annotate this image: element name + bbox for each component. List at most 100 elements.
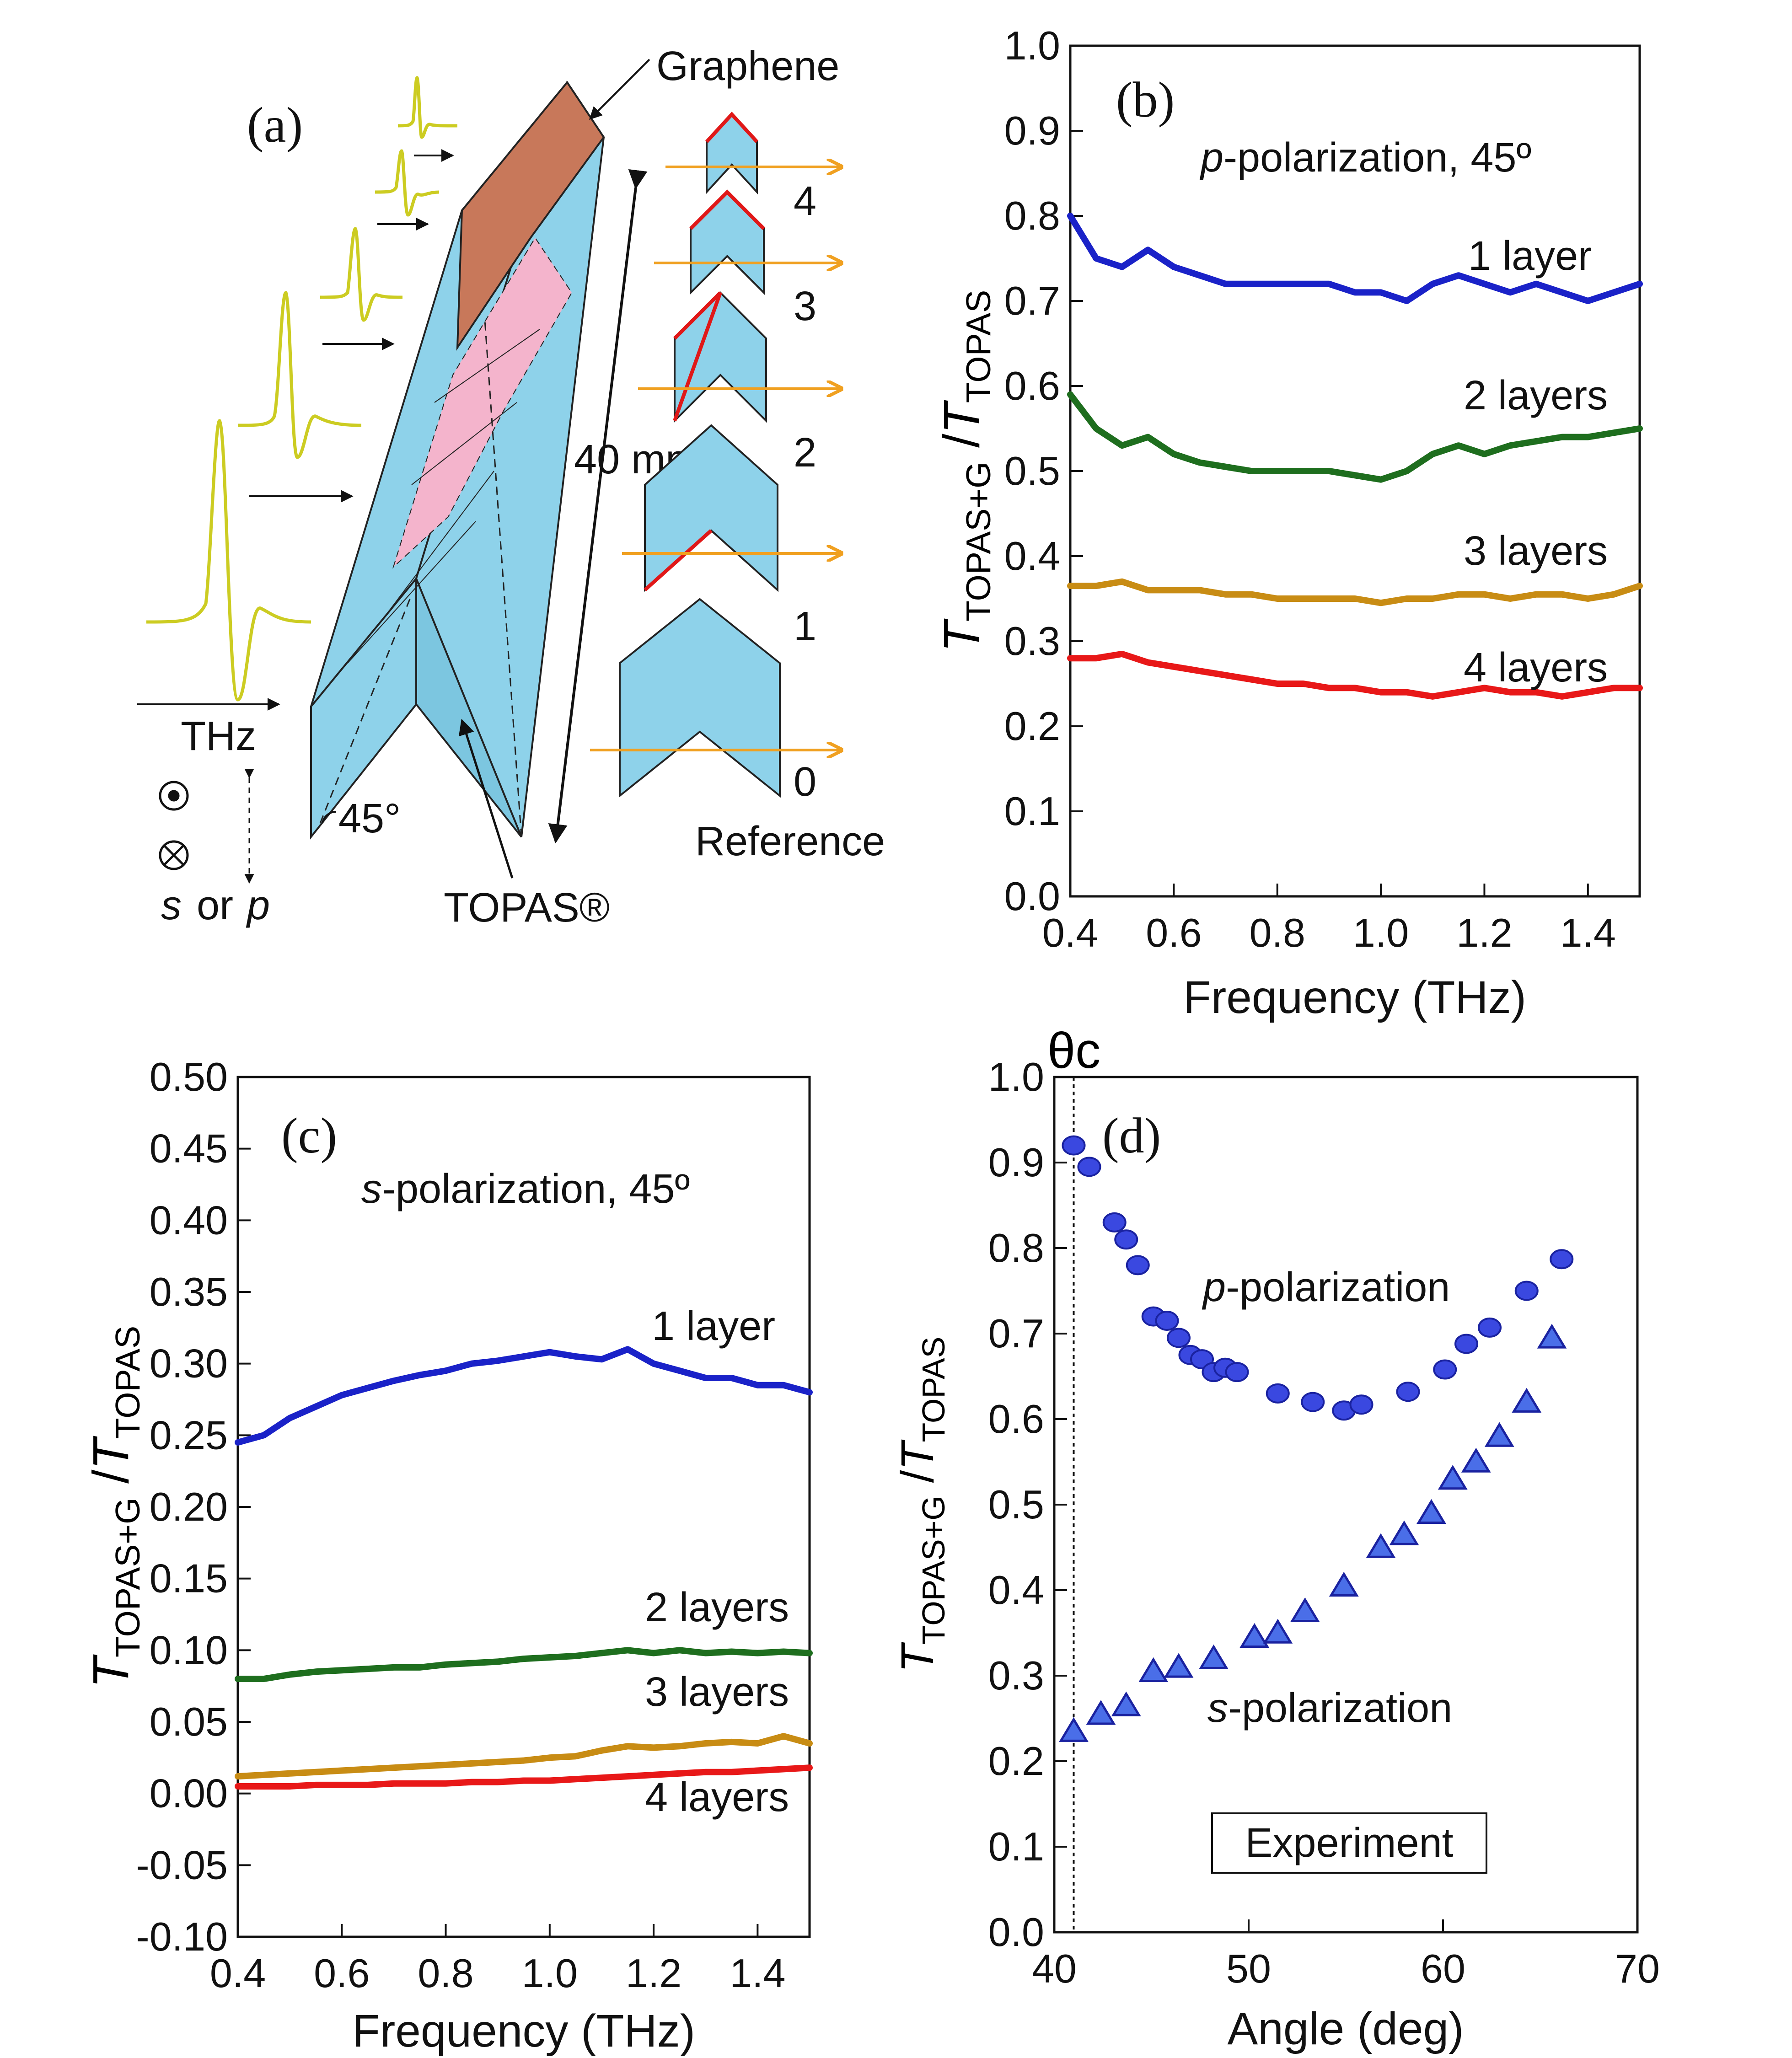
panel-b-ytick-label: 0.4	[1004, 533, 1060, 579]
layer-number-0: 0	[794, 759, 816, 805]
s-polarization-point	[1138, 1657, 1169, 1682]
reference-label: Reference	[695, 819, 885, 864]
panel-d-chart: 0.0 0.1 0.2 0.3 0.4 0.5 0.6 0.7 0.8 0.9 1.0 40 50 60 7…	[892, 1023, 1660, 2054]
panel-b-series-label-2: 2 layers	[1464, 373, 1608, 418]
panel-b-series-line-3	[1067, 578, 1643, 606]
panel-b-label: (b)	[1116, 72, 1175, 128]
panel-b-annotation: p-polarization, 45º	[1199, 135, 1531, 181]
panel-c-series-line-3	[235, 1733, 813, 1780]
panel-c-xtick-label: 1.4	[730, 1951, 785, 1996]
graphene-label: Graphene	[656, 43, 839, 89]
angle-label: 45°	[338, 796, 401, 841]
panel-b-ytick-label: 1.0	[1004, 23, 1060, 68]
panel-c-xtick-label: 0.8	[418, 1951, 473, 1996]
thz-pulses	[146, 76, 458, 702]
panel-c-label: (c)	[281, 1108, 337, 1163]
panel-d-ytick-label: 0.8	[988, 1225, 1044, 1270]
panel-b-ytick-label: 0.2	[1004, 703, 1060, 749]
panel-b-ytick-label: 0.5	[1004, 448, 1060, 493]
s-polarization-point	[1111, 1691, 1141, 1716]
panel-d-ytick-label: 0.9	[988, 1140, 1044, 1185]
panel-c-ytick-label: 0.30	[150, 1341, 228, 1386]
chevron-0	[590, 598, 842, 798]
s-polarization-point	[1512, 1388, 1542, 1413]
panel-b-ylabel: TTOPAS+G /TTOPAS	[934, 290, 998, 652]
s-polarization-point	[1290, 1597, 1320, 1623]
polarization-symbols	[159, 769, 254, 884]
panel-b-ytick-label: 0.3	[1004, 618, 1060, 664]
p-polarization-point	[1550, 1249, 1574, 1270]
panel-c-series-line-2	[235, 1647, 813, 1682]
panel-c-ytick-label: 0.15	[150, 1556, 228, 1601]
panel-c-ytick-label: 0.05	[150, 1699, 228, 1744]
panel-b-xtick-label: 0.4	[1042, 910, 1098, 955]
thz-propagation-arrows	[137, 149, 454, 711]
panel-c-ytick-label: 0.00	[150, 1771, 228, 1816]
panel-d-ytick-label: 0.6	[988, 1396, 1044, 1442]
graphene-pink-region	[392, 237, 573, 569]
layer-number-3: 3	[794, 284, 816, 329]
topas-label: TOPAS®	[444, 885, 610, 931]
s-polarization-point	[1461, 1447, 1491, 1473]
layer-number-1: 1	[794, 604, 816, 649]
panel-b-ytick-label: 0.1	[1004, 788, 1060, 834]
p-polarization-point	[1454, 1334, 1478, 1354]
s-polarization-point	[1416, 1499, 1446, 1524]
panel-c-xtick-label: 1.0	[522, 1951, 578, 1996]
p-polarization-point	[1114, 1229, 1138, 1250]
panel-b-series-line-4	[1067, 650, 1643, 700]
panel-b-series-label-4: 4 layers	[1464, 645, 1608, 691]
panel-d-ytick-label: 0.0	[988, 1909, 1044, 1955]
p-polarization-point	[1102, 1212, 1127, 1233]
panel-a-label: (a)	[247, 97, 303, 153]
panel-c-ytick-label: 0.50	[150, 1054, 228, 1099]
panel-b-ytick-label: 0.0	[1004, 874, 1060, 919]
layer-number-2: 2	[794, 430, 816, 476]
panel-d-ytick-label: 1.0	[988, 1054, 1044, 1099]
panel-b-ytick-label: 0.9	[1004, 108, 1060, 153]
p-polarization-point	[1155, 1310, 1179, 1331]
p-polarization-point	[1167, 1328, 1191, 1348]
panel-c-ytick-label: -0.05	[136, 1842, 228, 1887]
panel-c-annotation: s-polarization, 45º	[361, 1166, 690, 1212]
chevron-3	[654, 189, 842, 295]
panel-d-ytick-label: 0.5	[988, 1482, 1044, 1527]
panel-d-ytick-label: 0.1	[988, 1824, 1044, 1869]
panel-d-xtick-label: 60	[1421, 1946, 1465, 1991]
panel-a: (a) Graphene 40 mm 45° TOPAS®	[137, 43, 885, 931]
s-polarization-point	[1329, 1571, 1359, 1597]
panel-c-ylabel: TTOPAS+G /TTOPAS	[83, 1326, 147, 1688]
panel-c-ytick-label: 0.10	[150, 1627, 228, 1672]
p-polarization-point	[1062, 1135, 1086, 1156]
panel-c-ytick-label: -0.10	[136, 1914, 228, 1959]
panel-c-ytick-label: 0.35	[150, 1269, 228, 1314]
thz-label: THz	[181, 713, 256, 759]
p-polarization-point	[1077, 1157, 1101, 1177]
graphene-arrow	[589, 59, 650, 120]
panel-c-series-label-3: 3 layers	[645, 1669, 789, 1715]
pol-or-label: or	[197, 883, 233, 928]
pol-s-label: s	[161, 883, 182, 928]
p-polarization-point	[1396, 1382, 1420, 1402]
panel-c-series-label-2: 2 layers	[645, 1585, 789, 1630]
layer-number-4: 4	[794, 178, 816, 224]
panel-d-ylabel: TTOPAS+G /TTOPAS	[892, 1337, 951, 1673]
panel-c-xtick-label: 0.6	[314, 1951, 370, 1996]
panel-b-ytick-label: 0.7	[1004, 278, 1060, 323]
panel-b-xlabel: Frequency (THz)	[1183, 972, 1526, 1023]
chevron-2	[638, 291, 842, 423]
panel-b-series-line-2	[1067, 391, 1643, 483]
panel-d-xtick-label: 40	[1032, 1946, 1077, 1991]
p-polarization-point	[1349, 1394, 1374, 1415]
chevron-4	[665, 112, 842, 195]
panel-d-xlabel: Angle (deg)	[1228, 2003, 1464, 2054]
s-polarization-point	[1484, 1422, 1514, 1447]
s-polarization-point	[1164, 1653, 1194, 1678]
panel-d-xtick-label: 50	[1226, 1946, 1271, 1991]
chevron-stack	[590, 112, 842, 798]
panel-c-xlabel: Frequency (THz)	[352, 2005, 695, 2057]
s-polarization-point	[1263, 1619, 1293, 1644]
s-polarization-point	[1239, 1623, 1270, 1648]
s-polarization-point	[1059, 1717, 1089, 1742]
